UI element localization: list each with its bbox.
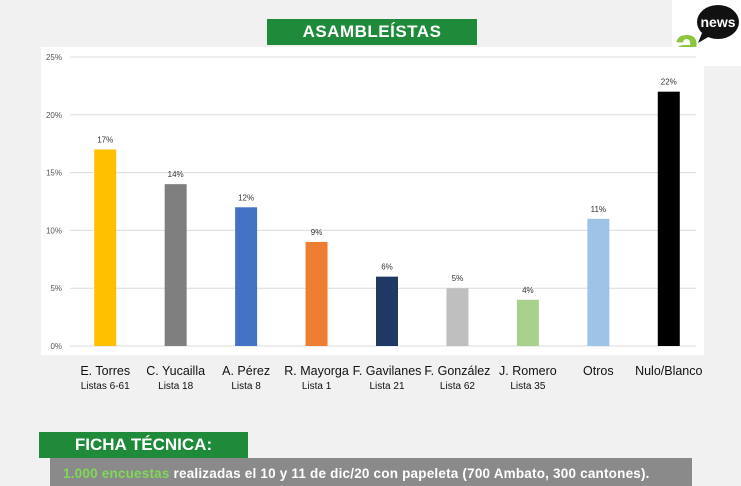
category-name: Nulo/Blanco (635, 364, 703, 378)
y-tick-label: 0% (50, 342, 62, 351)
data-label: 12% (238, 193, 254, 202)
data-label: 6% (381, 263, 393, 272)
x-tick-label: E. Torres Listas 6-61 (60, 364, 150, 393)
x-tick-label: A. Pérez Lista 8 (201, 364, 291, 393)
y-tick-label: 5% (50, 284, 62, 293)
x-tick-label: F. González Lista 62 (412, 364, 502, 393)
category-list: Lista 62 (439, 381, 475, 392)
bar (305, 241, 328, 346)
data-label: 17% (97, 135, 113, 144)
ficha-description: realizadas el 10 y 11 de dic/20 con pape… (169, 466, 650, 481)
y-tick-label: 25% (46, 53, 62, 62)
category-name: J. Romero (499, 364, 557, 378)
bar (376, 276, 398, 346)
category-list: Lista 18 (158, 381, 194, 392)
chart-title: ASAMBLEÍSTAS (267, 19, 477, 45)
ficha-tecnica-bar (50, 458, 692, 486)
logo-speech-bubble (697, 5, 739, 39)
category-list: Lista 21 (369, 381, 405, 392)
ficha-tecnica-text: 1.000 encuestas realizadas el 10 y 11 de… (63, 466, 650, 481)
category-list: Lista 8 (231, 381, 261, 392)
ficha-tecnica-title: FICHA TÉCNICA: (39, 432, 248, 458)
bar (657, 91, 680, 347)
category-name: Otros (583, 364, 614, 378)
data-label: 22% (661, 78, 677, 87)
category-name: E. Torres (80, 364, 131, 378)
y-tick-label: 15% (46, 169, 62, 178)
category-list: Lista 1 (301, 381, 332, 392)
y-tick-label: 20% (46, 111, 62, 120)
chart-area: 0% 5% 10% 15% 20% 25% 17% 14% 12% 9% 6% 5% 4% 11% 22% (41, 47, 704, 355)
bar-chart: 0% 5% 10% 15% 20% 25% 17% 14% 12% 9% 6% 5% 4% 11% 22% (46, 53, 696, 351)
category-list: Listas 6-61 (80, 381, 130, 392)
x-tick-label: C. Yucailla Lista 18 (131, 364, 221, 393)
bar (446, 288, 469, 346)
ficha-highlight: 1.000 encuestas (63, 466, 170, 481)
x-tick-label: Nulo/Blanco (624, 364, 714, 379)
data-label: 4% (522, 286, 534, 295)
category-name: R. Mayorga (284, 364, 349, 378)
logo-badge-text: news (700, 14, 735, 30)
bar (587, 218, 610, 346)
bar (94, 149, 117, 346)
data-label: 5% (452, 274, 464, 283)
category-name: F. González (424, 364, 491, 378)
data-label: 11% (591, 205, 606, 214)
data-label: 9% (311, 228, 323, 237)
category-name: C. Yucailla (146, 364, 206, 378)
bar (516, 299, 539, 346)
bar (164, 184, 187, 346)
category-name: A. Pérez (222, 364, 271, 378)
y-tick-label: 10% (46, 226, 62, 235)
logo-bubble-tail (698, 33, 710, 43)
x-tick-label: Otros (553, 364, 643, 379)
anews-logo-icon: a news (674, 5, 739, 70)
category-name: F. Gavilanes (352, 364, 422, 378)
category-list: Lista 35 (510, 381, 546, 392)
data-label: 14% (168, 170, 184, 179)
x-tick-label: R. Mayorga Lista 1 (272, 364, 362, 393)
bar (235, 207, 258, 346)
x-tick-label: F. Gavilanes Lista 21 (342, 364, 432, 393)
x-tick-label: J. Romero Lista 35 (483, 364, 573, 393)
